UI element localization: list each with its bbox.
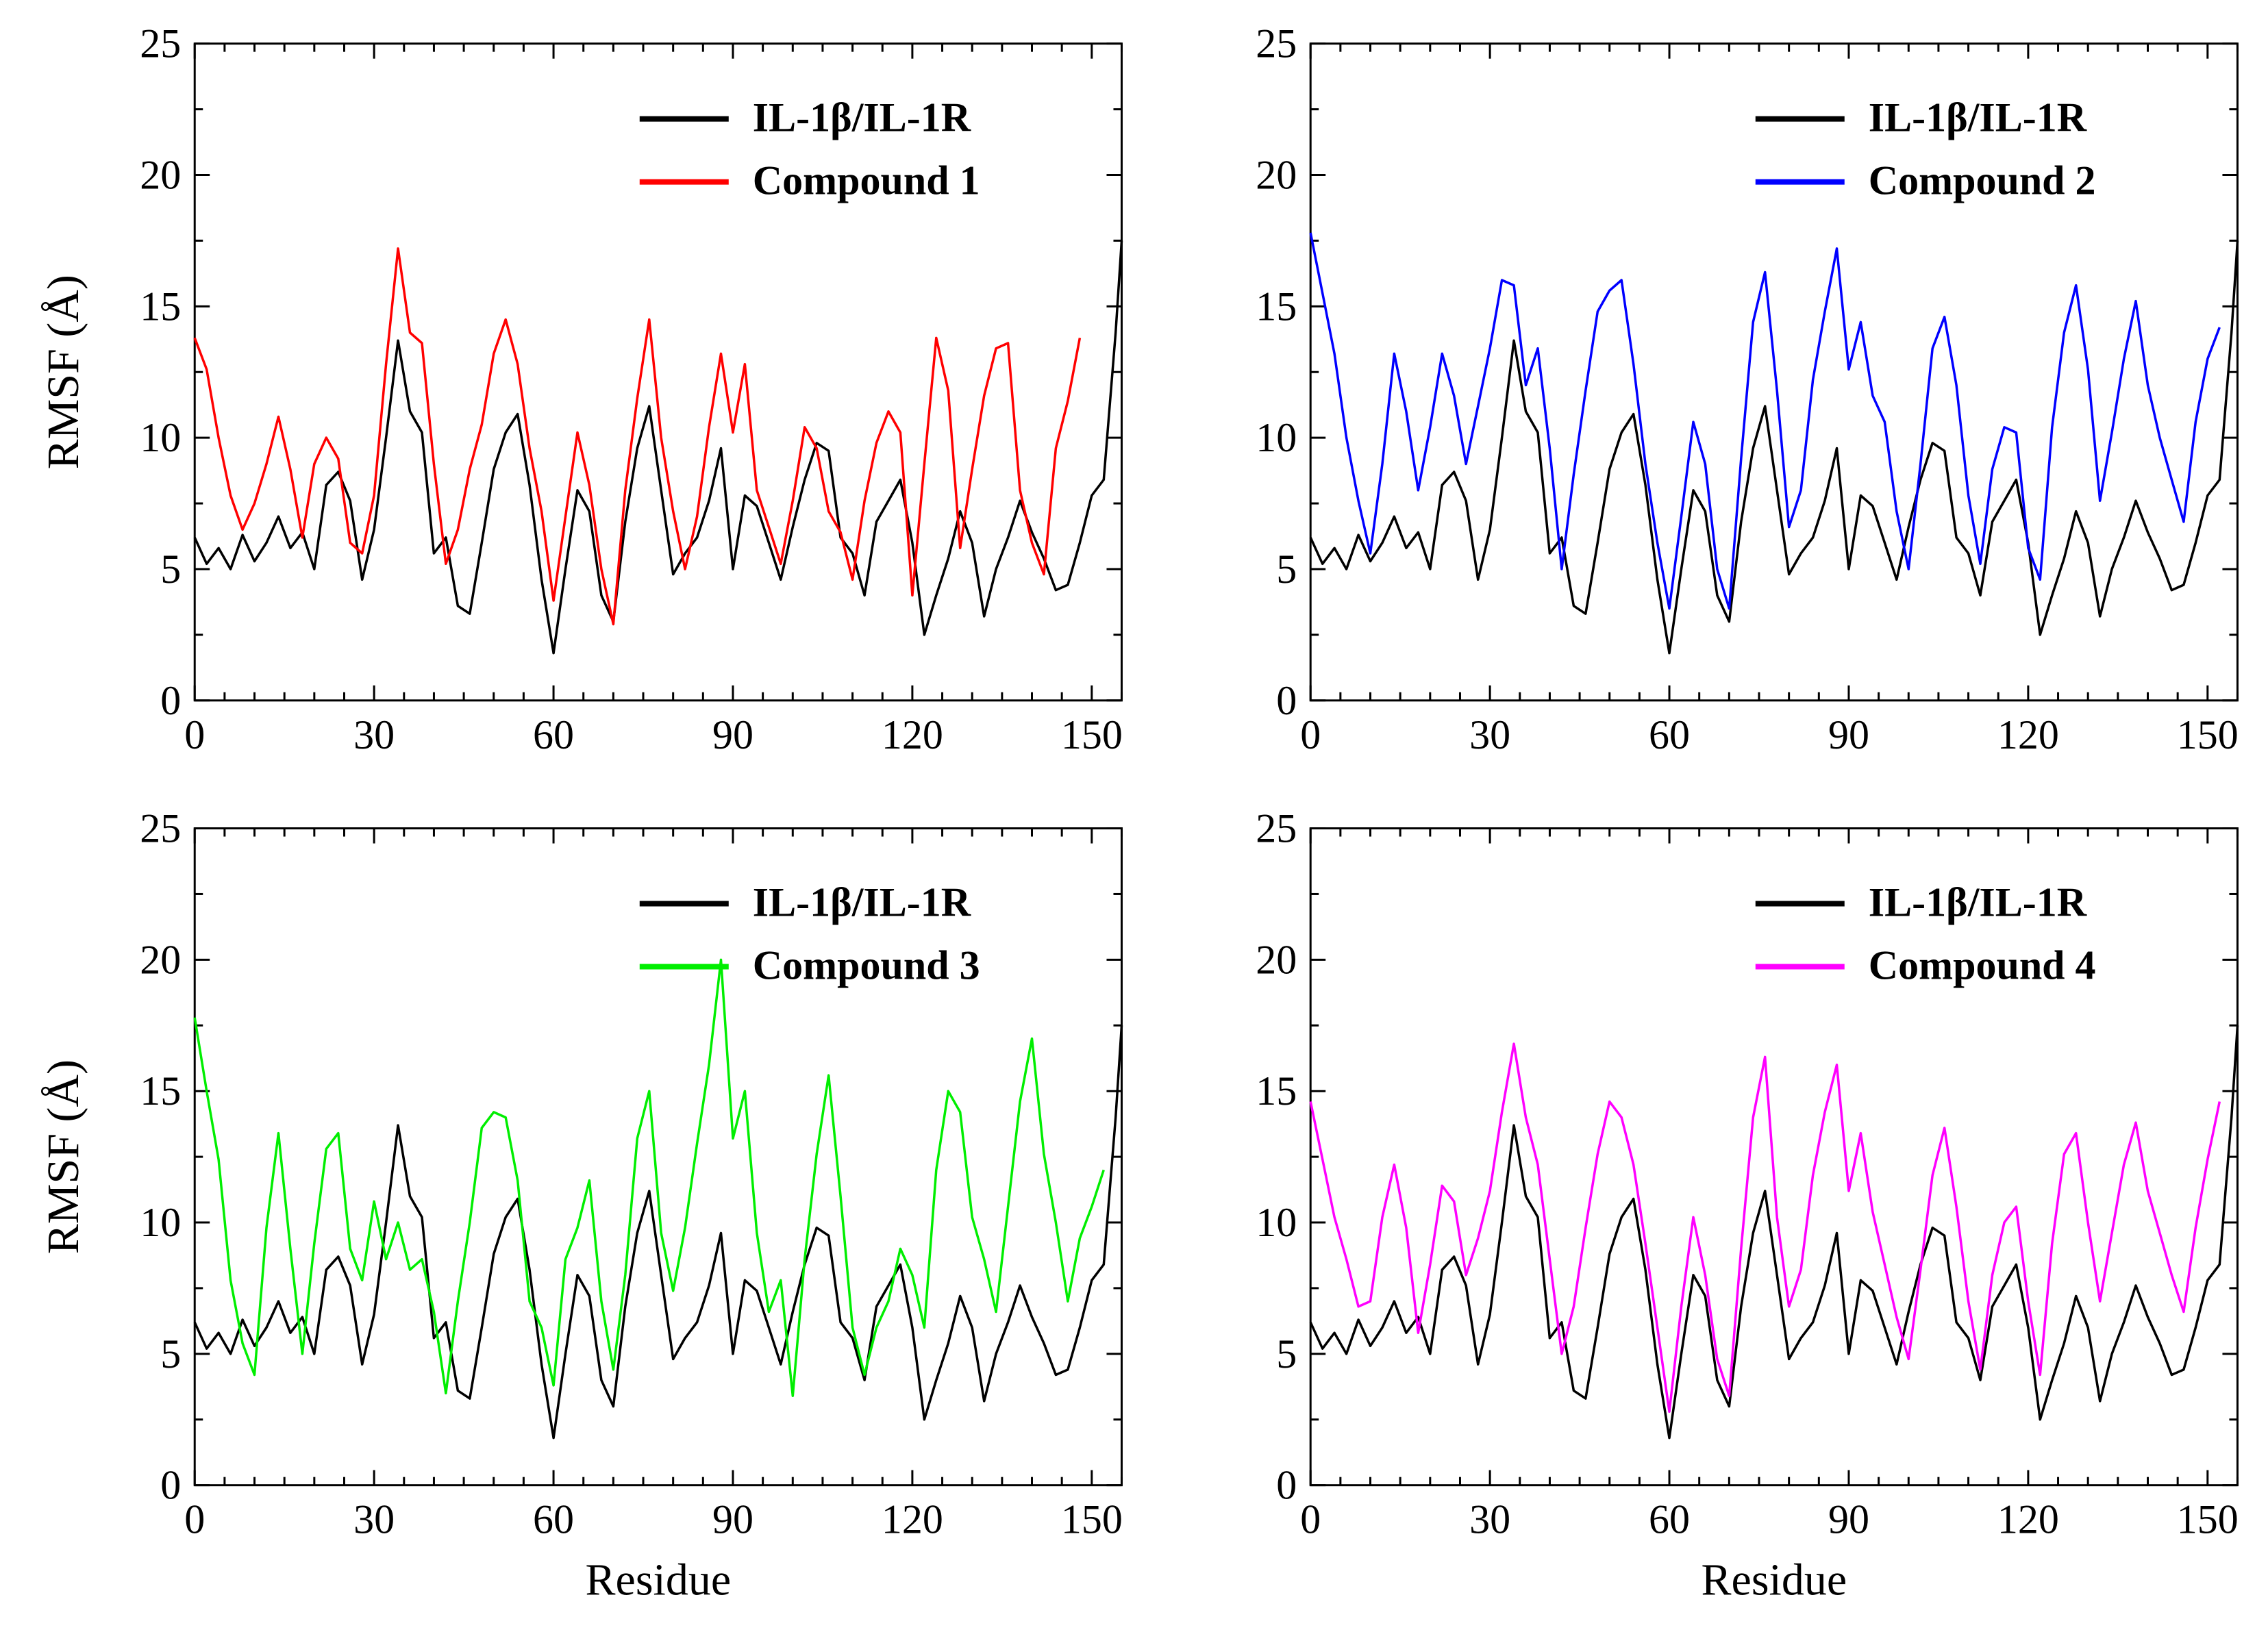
y-tick-label: 0 [160,678,181,723]
y-tick-label: 10 [140,1200,181,1245]
legend-label: IL-1β/IL-1R [753,95,971,140]
y-tick-label: 0 [1276,678,1297,723]
y-tick-label: 5 [160,1331,181,1377]
x-tick-label: 150 [1061,1497,1123,1542]
y-tick-label: 20 [140,937,181,982]
y-tick-label: 20 [1256,937,1297,982]
series-line-compound [193,247,1082,626]
x-tick-label: 60 [533,712,574,757]
series-line-il-1b-il-1r [1309,1025,2239,1440]
chart-panel-bottom-left: 0 30 60 90 120 150 0 5 10 15 20 25 RMSF (Å) Residue IL… [38,806,1123,1605]
x-tick-label: 30 [353,712,395,757]
legend-label: Compound 4 [1869,943,2096,988]
x-tick-label: 60 [1649,712,1690,757]
series-line-il-1b-il-1r [193,240,1123,655]
x-axis-title: Residue [586,1555,732,1605]
y-tick-label: 15 [1256,284,1297,329]
y-tick-label: 15 [140,1068,181,1114]
y-axis-title: RMSF (Å) [38,1059,88,1254]
y-tick-label: 20 [1256,152,1297,197]
series-line-compound [1309,1042,2221,1414]
x-tick-label: 30 [353,1497,395,1542]
y-tick-label: 0 [160,1463,181,1508]
series-line-compound [1309,232,2221,610]
x-tick-label: 0 [1300,1497,1321,1542]
y-tick-label: 15 [140,284,181,329]
y-tick-label: 15 [1256,1068,1297,1114]
y-axis-title: RMSF (Å) [38,275,88,469]
x-tick-label: 0 [1300,712,1321,757]
legend-label: IL-1β/IL-1R [1869,880,2087,925]
chart-panel-top-right: 0 30 60 90 120 150 0 5 10 15 20 25 IL-1β/IL-1R Compou… [1256,21,2239,757]
x-tick-label: 150 [1061,712,1123,757]
x-tick-label: 90 [712,1497,753,1542]
legend-label: Compound 2 [1869,158,2096,203]
x-tick-label: 150 [2177,1497,2239,1542]
y-tick-label: 5 [1276,1331,1297,1377]
y-tick-label: 20 [140,152,181,197]
series-line-il-1b-il-1r [1309,240,2239,655]
y-tick-label: 25 [1256,21,1297,66]
series-line-compound [193,958,1105,1397]
chart-panel-top-left: 0 30 60 90 120 150 0 5 10 15 20 25 RMSF (Å) IL-1β/IL-… [38,21,1123,757]
x-tick-label: 30 [1469,1497,1510,1542]
x-tick-label: 0 [184,712,205,757]
y-tick-label: 10 [140,415,181,460]
x-tick-label: 60 [533,1497,574,1542]
legend-label: IL-1β/IL-1R [753,880,971,925]
x-tick-label: 120 [1997,1497,2059,1542]
y-tick-label: 25 [140,21,181,66]
x-tick-label: 90 [1828,1497,1869,1542]
y-tick-label: 5 [160,547,181,592]
chart-panel-bottom-right: 0 30 60 90 120 150 0 5 10 15 20 25 Residue IL-1β/IL-1… [1256,806,2239,1605]
x-tick-label: 0 [184,1497,205,1542]
x-tick-label: 120 [882,712,943,757]
x-tick-label: 60 [1649,1497,1690,1542]
y-tick-label: 10 [1256,1200,1297,1245]
x-axis-title: Residue [1702,1555,1847,1605]
y-tick-label: 10 [1256,415,1297,460]
legend-label: Compound 3 [753,943,980,988]
x-tick-label: 120 [1997,712,2059,757]
legend-label: IL-1β/IL-1R [1869,95,2087,140]
x-tick-label: 120 [882,1497,943,1542]
series-line-il-1b-il-1r [193,1025,1123,1440]
y-tick-label: 25 [1256,806,1297,851]
x-tick-label: 90 [1828,712,1869,757]
x-tick-label: 30 [1469,712,1510,757]
y-tick-label: 25 [140,806,181,851]
legend-label: Compound 1 [753,158,980,203]
y-tick-label: 5 [1276,547,1297,592]
y-tick-label: 0 [1276,1463,1297,1508]
x-tick-label: 90 [712,712,753,757]
x-tick-label: 150 [2177,712,2239,757]
